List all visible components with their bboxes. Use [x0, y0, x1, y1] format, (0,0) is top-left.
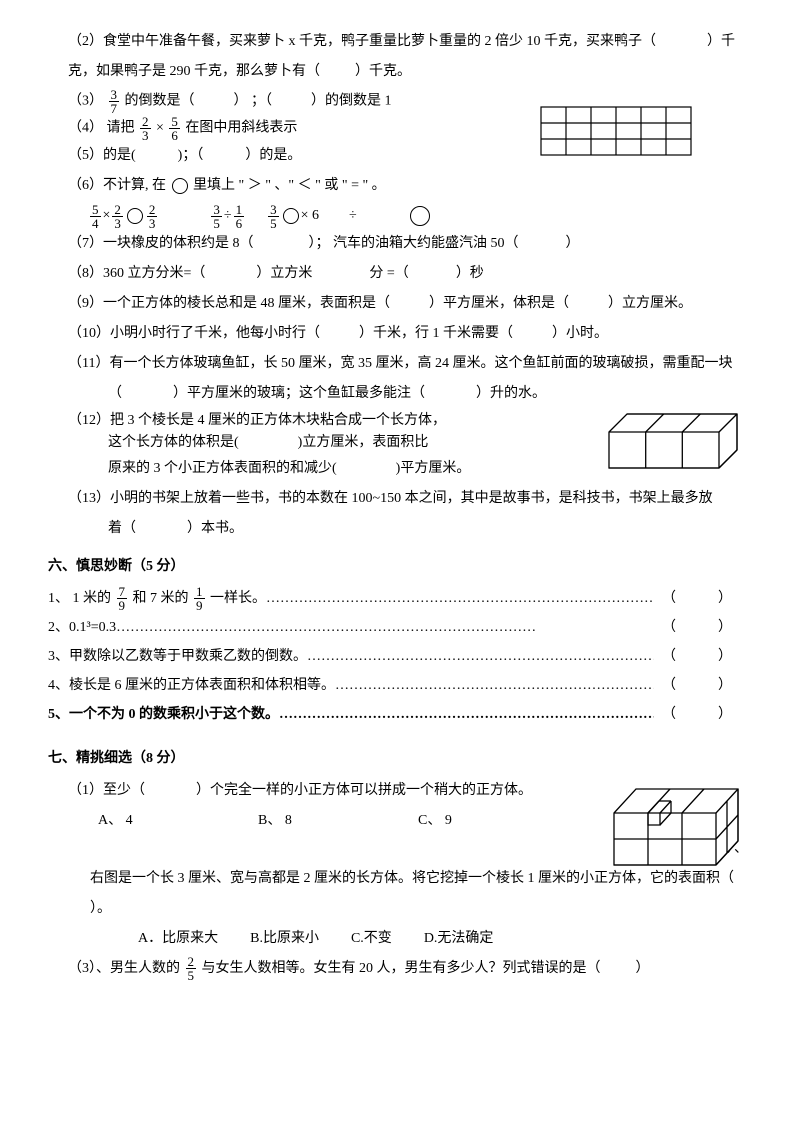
c1-optB: B、 8 [258, 807, 418, 835]
judge-5: 5、一个不为 0 的数乘积小于这个数。 [48, 701, 279, 729]
c2-optB: B.比原来小 [250, 925, 319, 953]
q6-text-a: （6）不计算, 在 [68, 178, 166, 193]
q9-c: ）立方厘米。 [608, 296, 692, 311]
q9-b: ）平方厘米，体积是（ [429, 296, 569, 311]
q3-frac: 37 [109, 88, 120, 115]
c3-b: 与女生人数相等。女生有 20 人，男生有多少人？列式错误的是（ [202, 961, 601, 976]
q12-line2a: 这个长方体的体积是( [108, 435, 239, 450]
c3-a: （3）、男生人数的 [68, 961, 180, 976]
q10-b: ）千米，行 1 千米需要（ [359, 326, 513, 341]
q2-text-a: （2）食堂中午准备午餐，买来萝卜 x 千克，鸭子重量比萝卜重量的 2 倍少 10… [68, 34, 656, 49]
c2-b: ）。 [48, 895, 752, 923]
c1-optC: C、 9 [418, 807, 578, 835]
dots: ……………………………………………………………………………… [335, 672, 654, 700]
circle-icon [172, 178, 188, 194]
q13-line2b: ）本书。 [187, 521, 243, 536]
q6-text-b: 里填上 " ＞ " 、" ＜ " 或 " = " 。 [193, 178, 386, 193]
q8-d: ）秒 [456, 266, 484, 281]
paren: （ ） [654, 643, 752, 671]
circle-icon [283, 208, 299, 224]
paren: （ ） [654, 614, 752, 642]
cuboid-3-image [607, 412, 742, 481]
q11-a: （11）有一个长方体玻璃鱼缸，长 50 厘米，宽 35 厘米，高 24 厘米。这… [48, 350, 752, 378]
paren: （ ） [654, 585, 752, 613]
cuboid-svg [607, 412, 742, 470]
q12-line3b: )平方厘米。 [396, 461, 471, 476]
dots: ……………………………………………………………………………… [266, 585, 654, 613]
q2-text-d: ）千克。 [355, 64, 411, 79]
q4-grid [540, 106, 692, 156]
c1-b: ）个完全一样的小正方体可以拼成一个稍大的正方体。 [196, 783, 532, 798]
judge-2: 2、0.1³=0.3 [48, 614, 116, 642]
q7-c: ） [566, 236, 580, 251]
q13-line1: （13）小明的书架上放着一些书，书的本数在 100~150 本之间，其中是故事书… [48, 485, 752, 513]
q8-c: 分 =（ [369, 266, 408, 281]
circle-icon [127, 208, 143, 224]
q8-b: ）立方米 [256, 266, 312, 281]
q2-text-b: ）千 [707, 34, 735, 49]
q3-text-c: ）的倒数是 1 [311, 94, 392, 109]
q6-expr1: 54 × 23 23 [88, 202, 159, 230]
q7-a: （7）一块橡皮的体积约是 8（ [68, 236, 254, 251]
c3-frac: 25 [186, 955, 197, 982]
dots: ……………………………………………………………………………… [307, 643, 654, 671]
paren: （ ） [654, 672, 752, 700]
q4-tail: 在图中用斜线表示 [185, 121, 297, 136]
q13-line2a: 着（ [108, 521, 136, 536]
q12-line2b: )立方厘米，表面积比 [298, 435, 429, 450]
q2-text-c: 克，如果鸭子是 290 千克，那么萝卜有（ [68, 64, 320, 79]
c2-optC: C.不变 [351, 925, 392, 953]
c2-optA: A．比原来大 [138, 925, 218, 953]
q3-text-b: ） ；（ [234, 94, 273, 109]
grid-svg [540, 106, 692, 156]
judge-1: 1、 1 米的 79 和 7 米的 19 一样长。 [48, 585, 266, 613]
q11-b: （ [108, 386, 122, 401]
c1-a: （1）至少（ [68, 783, 145, 798]
q6-expr3: 35 × 6 ÷ [266, 202, 357, 230]
notch-svg [612, 787, 742, 867]
q4-frac2: 56 [169, 115, 180, 142]
judge-3: 3、甲数除以乙数等于甲数乘乙数的倒数。 [48, 643, 307, 671]
c1-optA: A、 4 [98, 807, 258, 835]
q10-a: （10）小明小时行了千米，他每小时行（ [68, 326, 320, 341]
section-7-title: 七、精挑细选（8 分） [48, 745, 752, 773]
dots: ……………………………………………………………………………… [116, 614, 654, 642]
q10-c: ）小时。 [552, 326, 608, 341]
judge-4: 4、棱长是 6 厘米的正方体表面积和体积相等。 [48, 672, 335, 700]
notched-cuboid-image [612, 787, 742, 878]
q11-d: ）升的水。 [476, 386, 546, 401]
circle-icon [410, 206, 430, 226]
q3-label: （3） [68, 94, 103, 109]
q12-line3a: 原来的 3 个小正方体表面积的和减少( [108, 461, 337, 476]
q9-a: （9）一个正方体的棱长总和是 48 厘米，表面积是（ [68, 296, 390, 311]
q4-frac1: 23 [140, 115, 151, 142]
q3-text-a: 的倒数是（ [125, 94, 195, 109]
section-6-title: 六、慎思妙断（5 分） [48, 553, 752, 581]
q11-c: ）平方厘米的玻璃；这个鱼缸最多能注（ [173, 386, 425, 401]
q4-times: × [156, 121, 164, 136]
q8-a: （8）360 立方分米=（ [68, 266, 205, 281]
q7-b: ）； 汽车的油箱大约能盛汽油 50（ [309, 236, 519, 251]
q6-expr4 [407, 206, 433, 226]
q4-label: （4） 请把 [68, 121, 135, 136]
c2-optD: D.无法确定 [424, 925, 494, 953]
dots: ……………………………………………………………………………… [279, 701, 654, 729]
paren: （ ） [654, 701, 752, 729]
c3-c: ） [636, 961, 650, 976]
q6-expr2: 35 ÷ 16 [209, 202, 246, 230]
